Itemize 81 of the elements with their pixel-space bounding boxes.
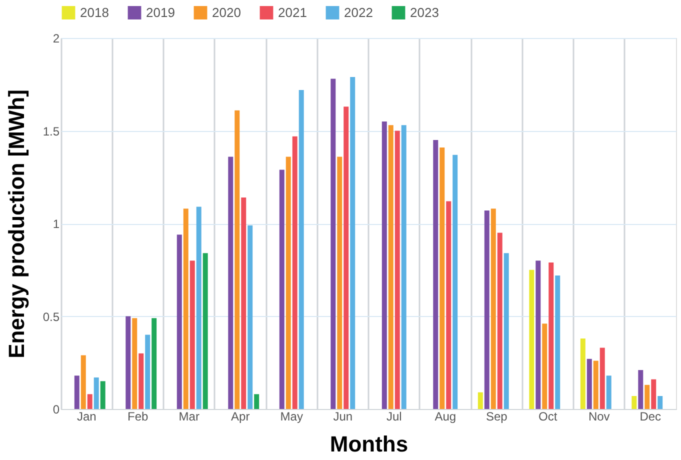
x-tick-label: Jul bbox=[386, 410, 402, 424]
bar bbox=[145, 334, 150, 409]
bar bbox=[452, 154, 458, 409]
bar bbox=[330, 78, 336, 409]
bar bbox=[87, 394, 92, 409]
bar bbox=[548, 262, 554, 409]
bar bbox=[298, 90, 304, 409]
bar bbox=[529, 270, 534, 409]
x-tick-label: Jan bbox=[76, 410, 96, 424]
bar bbox=[638, 370, 644, 409]
legend-label: 2023 bbox=[410, 4, 439, 20]
bar bbox=[132, 318, 138, 409]
bar bbox=[593, 360, 598, 409]
bar bbox=[248, 225, 253, 409]
legend-label: 2022 bbox=[344, 4, 373, 20]
bar bbox=[440, 147, 445, 409]
x-axis-title: Months bbox=[330, 432, 408, 456]
x-tick-label: Aug bbox=[434, 410, 456, 424]
x-tick-label: Apr bbox=[231, 410, 250, 424]
bar bbox=[658, 396, 663, 409]
bar bbox=[586, 358, 592, 409]
bar bbox=[176, 234, 182, 409]
bar bbox=[183, 208, 188, 409]
bar bbox=[80, 355, 86, 409]
y-tick-label: 1 bbox=[52, 217, 60, 231]
bar bbox=[388, 125, 394, 409]
bar bbox=[196, 206, 202, 409]
legend-label: 2019 bbox=[146, 4, 175, 20]
bar bbox=[279, 170, 284, 409]
bar bbox=[644, 384, 650, 409]
bar bbox=[286, 156, 291, 409]
bar bbox=[497, 232, 502, 409]
bar bbox=[580, 338, 586, 409]
bar bbox=[542, 324, 548, 409]
bar bbox=[138, 353, 144, 409]
x-tick-label: Jun bbox=[333, 410, 353, 424]
bar bbox=[401, 125, 406, 409]
legend-label: 2021 bbox=[278, 4, 307, 20]
bar bbox=[241, 198, 246, 409]
bar bbox=[126, 316, 131, 409]
x-tick-label: Feb bbox=[128, 410, 149, 424]
bar bbox=[190, 260, 195, 409]
y-tick-label: 0.5 bbox=[42, 310, 60, 324]
bar bbox=[382, 121, 387, 409]
bar bbox=[394, 130, 400, 409]
bar bbox=[234, 110, 240, 409]
bar bbox=[100, 381, 106, 409]
bar bbox=[490, 208, 496, 409]
bar bbox=[536, 260, 541, 409]
legend-label: 2020 bbox=[212, 4, 241, 20]
x-tick-label: Dec bbox=[640, 410, 662, 424]
bar bbox=[632, 396, 637, 409]
bar bbox=[337, 156, 342, 409]
y-tick-label: 0 bbox=[52, 402, 60, 416]
bar bbox=[152, 318, 157, 409]
y-tick-label: 2 bbox=[52, 32, 60, 46]
x-tick-label: Nov bbox=[588, 410, 610, 424]
bar bbox=[433, 140, 438, 409]
legend-label: 2018 bbox=[80, 4, 109, 20]
bar bbox=[292, 136, 298, 409]
bar bbox=[555, 275, 560, 409]
bar bbox=[504, 253, 509, 409]
bar bbox=[606, 376, 612, 409]
bar bbox=[254, 394, 260, 409]
bar bbox=[446, 201, 452, 409]
x-tick-label: Mar bbox=[178, 410, 200, 424]
bar bbox=[228, 156, 234, 409]
bar bbox=[350, 76, 356, 409]
bar bbox=[74, 376, 80, 409]
bar bbox=[94, 377, 99, 409]
bar bbox=[484, 210, 490, 409]
bar bbox=[202, 253, 208, 409]
bar bbox=[344, 106, 349, 409]
bar bbox=[651, 379, 656, 409]
y-axis-title: Energy production [MWh] bbox=[4, 90, 29, 358]
x-tick-label: May bbox=[280, 410, 303, 424]
bar bbox=[600, 348, 605, 409]
y-tick-label: 1.5 bbox=[42, 124, 60, 138]
x-tick-label: Oct bbox=[538, 410, 558, 424]
x-tick-label: Sep bbox=[486, 410, 508, 424]
bar bbox=[478, 392, 483, 409]
